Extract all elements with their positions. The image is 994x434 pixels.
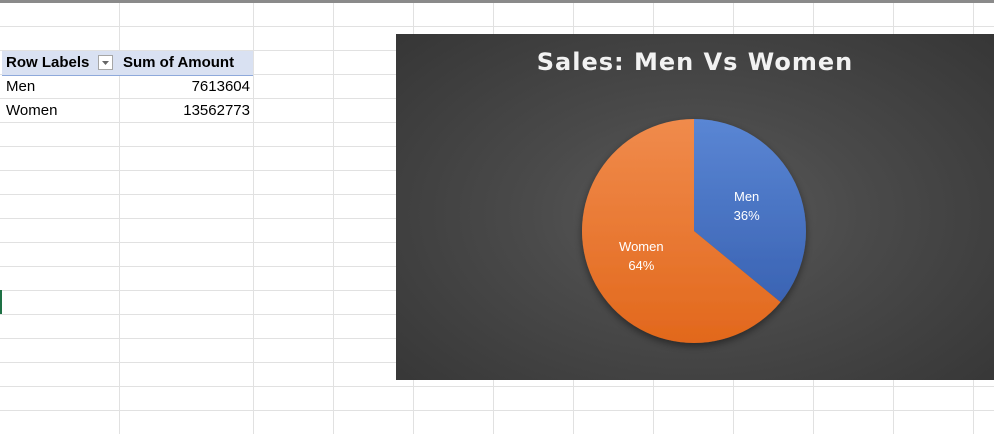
chart-title[interactable]: Sales: Men Vs Women bbox=[536, 48, 854, 76]
data-label-category: Women bbox=[619, 239, 664, 254]
row-divider bbox=[0, 410, 994, 411]
row-labels-filter-button[interactable] bbox=[98, 55, 113, 70]
pie-slice-women[interactable] bbox=[582, 119, 781, 343]
row-divider bbox=[0, 26, 994, 27]
sum-of-amount-header[interactable]: Sum of Amount bbox=[123, 54, 235, 71]
pie-slice-men[interactable] bbox=[694, 119, 806, 303]
pie-plot-area[interactable]: Men 36% Women 64% bbox=[396, 34, 994, 380]
pivot-row-label[interactable]: Women bbox=[6, 102, 58, 119]
pivot-header-row: Row Labels Sum of Amount bbox=[2, 51, 253, 76]
row-labels-header-text: Row Labels bbox=[6, 54, 90, 71]
window-top-border bbox=[0, 0, 994, 3]
data-label-category: Men bbox=[734, 189, 759, 204]
dropdown-arrow-icon bbox=[102, 60, 109, 65]
active-cell-marker bbox=[0, 290, 2, 314]
row-divider bbox=[0, 386, 994, 387]
data-label-percent: 36% bbox=[734, 208, 760, 223]
pivot-row-label[interactable]: Men bbox=[6, 78, 36, 95]
pivot-row-value[interactable]: 13562773 bbox=[183, 102, 250, 119]
pivot-row-value[interactable]: 7613604 bbox=[191, 78, 250, 95]
data-label-percent: 64% bbox=[628, 258, 654, 273]
pie-chart[interactable]: Sales: Men Vs Women Men 36% Women 64% bbox=[396, 34, 994, 380]
row-labels-header[interactable]: Row Labels bbox=[2, 51, 118, 75]
